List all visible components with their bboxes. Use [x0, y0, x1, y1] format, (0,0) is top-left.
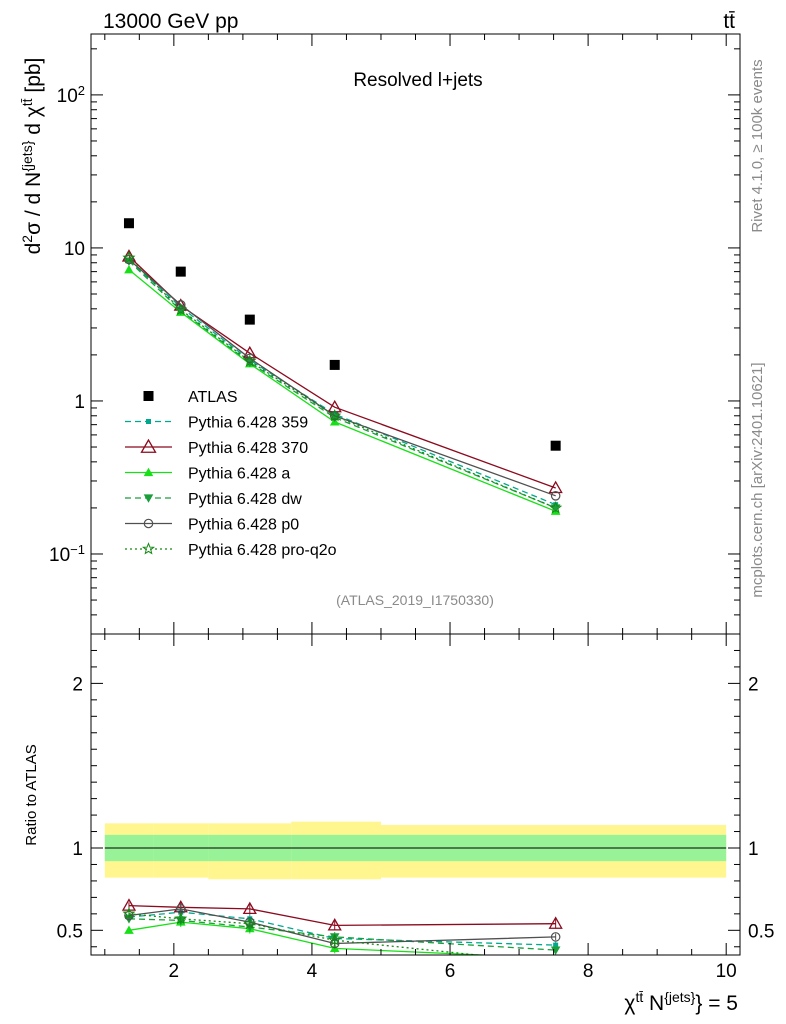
ratio-point-2: [124, 925, 134, 934]
series-point-2: [124, 264, 134, 274]
atlas-data-point: [175, 266, 186, 277]
ratio-y-tick-label-right: 2: [748, 674, 759, 695]
process-label: tt̄: [723, 10, 735, 33]
atlas-data-point: [550, 440, 561, 451]
ratio-line-0: [128, 911, 556, 946]
x-axis-title: χtt̄ N{jets}} = 5: [624, 989, 738, 1015]
main-y-tick-label: 10: [64, 239, 85, 260]
rivet-version-label: Rivet 4.1.0, ≥ 100k events: [749, 59, 766, 232]
legend: ATLAS Pythia 6.428 359 Pythia 6.428 370 Pyt…: [125, 389, 337, 559]
ratio-line-2: [128, 921, 497, 955]
series-point-5: [328, 408, 342, 422]
ratio-y-tick-label: 2: [72, 674, 83, 695]
x-tick-label: 2: [169, 961, 180, 982]
series-point-5: [122, 251, 136, 264]
energy-label: 13000 GeV pp: [103, 10, 238, 33]
x-tick-label: 6: [445, 961, 456, 982]
atlas-data-point: [123, 218, 134, 229]
ratio-y-axis-title: Ratio to ATLAS: [23, 744, 40, 845]
ratio-line-1: [128, 904, 556, 927]
ratio-point-1: [548, 916, 563, 929]
series-point-5: [174, 302, 188, 316]
ratio-y-tick-label-right: 0.5: [748, 921, 774, 942]
ratio-y-tick-label: 0.5: [57, 921, 83, 942]
ratio-point-4: [550, 932, 561, 942]
legend-marker: [143, 467, 154, 477]
legend-marker: [143, 518, 154, 529]
x-tick-label: 4: [307, 961, 318, 982]
legend-label: Pythia 6.428 370: [188, 440, 308, 457]
series-line-4: [128, 259, 556, 497]
ratio-plot-panel: 0.5 0.5 1 1 2 2 2 4 6 8 10: [57, 633, 774, 982]
main-y-tick-label: 10−1: [49, 541, 85, 566]
atlas-data-point: [244, 314, 255, 325]
legend-marker: [146, 419, 151, 424]
legend-label: Pythia 6.428 dw: [188, 491, 302, 508]
series-point-4: [550, 491, 561, 501]
ratio-y-tick-label-right: 1: [748, 839, 759, 860]
legend-marker: [140, 438, 157, 453]
ratio-point-3: [550, 946, 561, 955]
x-tick-label: 8: [583, 961, 594, 982]
series-point-5: [243, 354, 257, 367]
ratio-y-tick-label: 1: [72, 839, 83, 860]
legend-label: Pythia 6.428 a: [188, 466, 290, 483]
legend-label: Pythia 6.428 p0: [188, 517, 299, 534]
ratio-point-5: [243, 916, 257, 930]
legend-marker: [143, 494, 154, 503]
atlas-data-point: [329, 359, 340, 370]
mcplots-label: mcplots.cern.ch [arXiv:2401.10621]: [749, 362, 766, 597]
ratio-point-5: [328, 933, 342, 946]
series-point-4: [244, 353, 255, 364]
series-line-5: [128, 257, 556, 509]
main-y-axis-title: d2σ / d N{jets} d χtt̄ [pb]: [19, 58, 45, 255]
legend-marker-atlas: [143, 391, 154, 401]
analysis-id-label: (ATLAS_2019_I1750330): [336, 592, 494, 608]
ratio-point-5: [122, 906, 136, 920]
ratio-point-5: [174, 911, 188, 925]
chart-title: Resolved l+jets: [353, 70, 482, 91]
main-y-tick-label: 102: [57, 82, 85, 107]
series-point-4: [124, 254, 134, 265]
series-point-5: [549, 501, 563, 514]
ratio-point-1: [327, 918, 342, 931]
legend-label-atlas: ATLAS: [188, 389, 238, 406]
ratio-point-5: [550, 958, 561, 968]
ratio-point-1: [242, 901, 257, 915]
ratio-point-0: [553, 942, 559, 948]
ratio-point-1: [121, 898, 137, 911]
main-plot-panel: Resolved l+jets (ATLAS_2019_I1750330) 10…: [49, 33, 741, 635]
series-point-3: [175, 306, 186, 316]
legend-label: Pythia 6.428 359: [188, 415, 308, 432]
x-tick-label: 10: [716, 961, 737, 982]
main-y-tick-label: 1: [74, 392, 85, 413]
series-point-1: [548, 480, 563, 494]
legend-label: Pythia 6.428 pro-q2o: [188, 542, 337, 559]
legend-marker: [141, 542, 156, 555]
ratio-line-4: [128, 908, 556, 945]
